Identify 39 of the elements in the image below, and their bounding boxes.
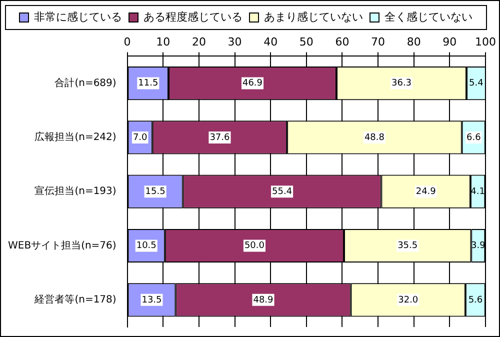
x-tick-label: 100 [475,35,496,48]
data-label: 7.0 [132,132,148,143]
data-label: 15.5 [145,186,166,197]
x-tick-label: 30 [228,35,242,48]
legend-label: あまり感じていない [264,10,363,24]
y-tick-label: WEBサイト担当(n=76) [8,239,116,252]
data-label: 5.6 [468,295,483,306]
x-tick-label: 90 [442,35,457,48]
data-label: 11.5 [138,78,158,89]
data-label: 3.9 [470,241,486,252]
y-tick-label: 広報担当(n=242) [34,131,116,144]
legend-label: 非常に感じている [34,10,122,24]
x-tick-label: 20 [192,35,206,48]
data-label: 46.9 [242,78,263,89]
data-label: 37.6 [210,132,230,143]
x-tick-label: 50 [299,35,314,48]
x-tick-label: 10 [156,35,170,48]
data-label: 48.8 [364,132,385,143]
data-label: 10.5 [136,241,156,252]
y-tick-label: 宣伝担当(n=193) [34,185,116,198]
data-label: 48.9 [253,295,274,306]
data-label: 36.3 [391,78,412,89]
x-tick-label: 80 [406,35,421,48]
x-tick-label: 70 [371,35,386,48]
y-tick-label: 合計(n=689) [54,76,116,89]
x-tick-label: 0 [124,35,131,48]
x-tick-label: 60 [335,35,350,48]
y-tick-label: 経営者等(n=178) [34,294,116,306]
data-label: 5.4 [469,78,484,89]
data-label: 50.0 [244,241,265,252]
data-label: 32.0 [398,295,418,306]
data-label: 13.5 [142,295,162,306]
data-label: 55.4 [272,186,292,197]
x-tick-label: 40 [264,35,278,48]
legend-label: ある程度感じている [144,10,242,24]
data-label: 24.9 [416,186,436,197]
data-label: 6.6 [466,132,482,143]
data-label: 35.5 [398,241,418,252]
legend-label: 全く感じていない [384,10,472,24]
